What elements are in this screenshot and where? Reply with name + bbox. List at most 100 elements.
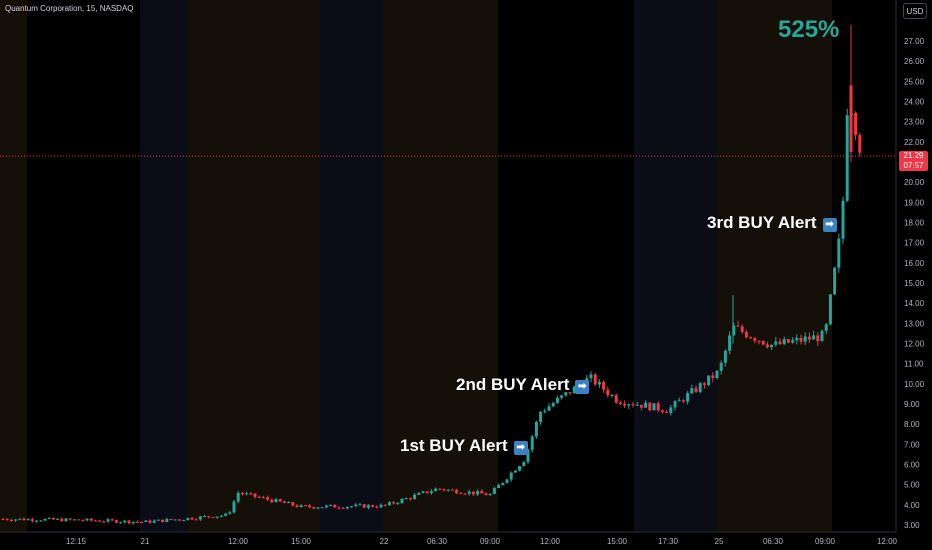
candle-body bbox=[568, 392, 572, 394]
candle-body bbox=[102, 521, 106, 523]
candle-body bbox=[278, 499, 282, 502]
second-buy-alert: 2nd BUY Alert ➡ bbox=[456, 375, 590, 395]
price-tick-label: 13.00 bbox=[904, 319, 925, 328]
candle-body bbox=[854, 112, 858, 136]
candle-body bbox=[169, 518, 173, 520]
candle-body bbox=[165, 518, 169, 522]
candle-body bbox=[791, 340, 795, 343]
candle-body bbox=[186, 517, 190, 520]
time-tick-label: 06:30 bbox=[427, 537, 448, 546]
candle-body bbox=[833, 267, 837, 295]
candle-body bbox=[614, 395, 618, 403]
gain-percent-label: 525% bbox=[778, 16, 840, 43]
candle-body bbox=[492, 488, 496, 494]
time-tick-label: 22 bbox=[380, 537, 389, 546]
candle-body bbox=[114, 520, 118, 523]
candle-body bbox=[5, 519, 9, 521]
last-price-value: 21.29 bbox=[903, 151, 924, 160]
candle-body bbox=[236, 492, 240, 502]
candle-body bbox=[371, 505, 375, 507]
candle-body bbox=[858, 135, 862, 153]
price-tick-label: 3.00 bbox=[904, 521, 920, 530]
time-tick-label: 12:00 bbox=[877, 537, 898, 546]
price-tick-label: 10.00 bbox=[904, 380, 925, 389]
price-tick-label: 11.00 bbox=[904, 360, 924, 369]
candle-body bbox=[211, 517, 215, 519]
candle-body bbox=[198, 516, 202, 520]
arrow-right-icon: ➡ bbox=[513, 441, 528, 455]
candle-body bbox=[270, 499, 274, 503]
candle-body bbox=[845, 115, 849, 201]
candle-body bbox=[324, 505, 328, 508]
candle-body bbox=[480, 491, 484, 494]
candle-body bbox=[677, 400, 681, 402]
candle-body bbox=[396, 502, 400, 504]
candle-body bbox=[665, 411, 669, 413]
price-tick-label: 23.00 bbox=[904, 118, 925, 127]
candle-body bbox=[14, 519, 18, 521]
candle-body bbox=[354, 504, 358, 507]
candle-body bbox=[795, 337, 799, 341]
candle-body bbox=[652, 403, 656, 411]
candle-body bbox=[299, 505, 303, 508]
candle-body bbox=[106, 519, 110, 522]
price-tick-label: 5.00 bbox=[904, 481, 920, 490]
candle-body bbox=[434, 488, 438, 492]
price-tick-label: 26.00 bbox=[904, 57, 925, 66]
candle-body bbox=[89, 518, 93, 521]
candle-body bbox=[274, 499, 278, 503]
session-band bbox=[0, 0, 27, 532]
candle-body bbox=[156, 519, 160, 521]
candle-body bbox=[824, 324, 828, 331]
candle-body bbox=[719, 362, 723, 371]
first-buy-alert-label: 1st BUY Alert bbox=[400, 436, 508, 455]
candle-body bbox=[555, 397, 559, 404]
candle-body bbox=[463, 493, 467, 495]
candle-body bbox=[467, 491, 471, 494]
candle-body bbox=[329, 504, 333, 506]
candle-body bbox=[140, 521, 144, 523]
first-buy-alert: 1st BUY Alert ➡ bbox=[400, 436, 528, 456]
candle-body bbox=[560, 395, 564, 398]
candle-body bbox=[442, 489, 446, 491]
time-tick-label: 09:00 bbox=[815, 537, 836, 546]
candle-body bbox=[387, 502, 391, 506]
candle-body bbox=[308, 505, 312, 508]
price-tick-label: 27.00 bbox=[904, 37, 925, 46]
candle-body bbox=[291, 502, 295, 506]
candle-body bbox=[173, 519, 177, 521]
candle-body bbox=[450, 489, 454, 491]
session-backgrounds bbox=[0, 0, 832, 532]
candle-body bbox=[799, 337, 803, 342]
candle-body bbox=[602, 381, 606, 390]
candle-body bbox=[400, 498, 404, 503]
candle-body bbox=[303, 505, 307, 507]
candle-body bbox=[68, 518, 72, 520]
candle-body bbox=[740, 326, 744, 332]
candle-body bbox=[803, 336, 807, 342]
candle-body bbox=[425, 491, 429, 494]
candle-body bbox=[1, 518, 5, 520]
candle-body bbox=[43, 518, 47, 521]
candle-body bbox=[690, 388, 694, 394]
session-band bbox=[383, 0, 498, 532]
candle-body bbox=[564, 392, 568, 396]
currency-button[interactable]: USD bbox=[903, 3, 927, 19]
bar-countdown: 07:57 bbox=[903, 161, 924, 170]
candle-body bbox=[702, 383, 706, 385]
candle-body bbox=[770, 344, 774, 348]
price-tick-label: 24.00 bbox=[904, 98, 925, 107]
candle-body bbox=[316, 507, 320, 509]
candle-body bbox=[123, 520, 127, 523]
candle-body bbox=[358, 504, 362, 506]
candle-body bbox=[429, 491, 433, 494]
candle-body bbox=[681, 400, 685, 402]
candle-body bbox=[341, 507, 345, 509]
candle-body bbox=[753, 338, 757, 341]
candle-body bbox=[816, 335, 820, 342]
candle-body bbox=[266, 497, 270, 500]
candle-body bbox=[135, 521, 139, 523]
price-tick-label: 14.00 bbox=[904, 299, 925, 308]
candle-body bbox=[85, 518, 89, 521]
